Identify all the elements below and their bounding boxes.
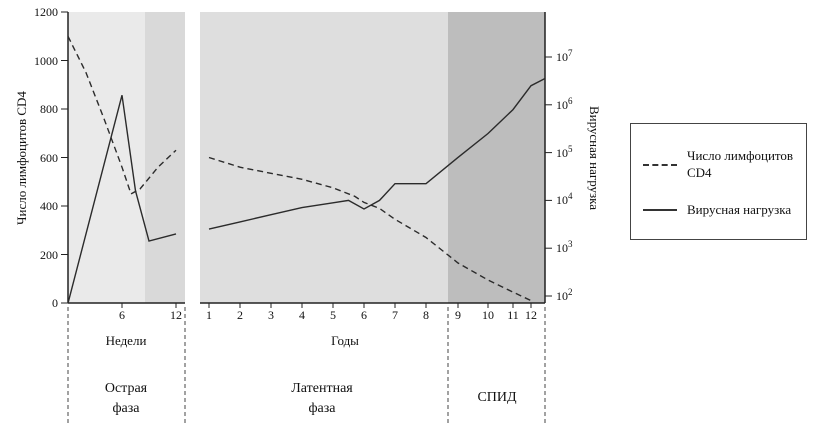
viral-load-line-years [208, 77, 546, 230]
aids-phase-label: СПИД [477, 390, 517, 405]
latent-phase-region [200, 12, 448, 303]
legend: Число лимфоцитов CD4 Вирусная нагрузка [630, 123, 807, 240]
legend-viral-label: Вирусная нагрузка [687, 202, 792, 218]
left-axis-label: Число лимфоцитов CD4 [13, 91, 29, 225]
viral-line-swatch [643, 209, 677, 212]
legend-item-viral: Вирусная нагрузка [643, 202, 796, 219]
acute-phase-label: Острая фаза [104, 381, 148, 417]
latent-phase-label: Латентная фаза [291, 381, 353, 417]
aids-phase-region [448, 12, 545, 303]
tick-marks [61, 11, 552, 308]
acute-phase-band [145, 12, 185, 303]
phase-boundary-lines [67, 307, 546, 423]
years-axis-label: Годы [331, 333, 359, 348]
data-series [67, 35, 546, 304]
legend-cd4-label: Число лимфоцитов CD4 [687, 148, 794, 180]
cd4-line-weeks [67, 35, 177, 195]
right-axis-label: Вирусная нагрузка [587, 105, 603, 211]
cd4-line-swatch [643, 163, 677, 166]
legend-item-cd4: Число лимфоцитов CD4 [643, 148, 796, 182]
viral-load-line-weeks [67, 95, 177, 304]
weeks-axis-label: Недели [105, 333, 147, 348]
